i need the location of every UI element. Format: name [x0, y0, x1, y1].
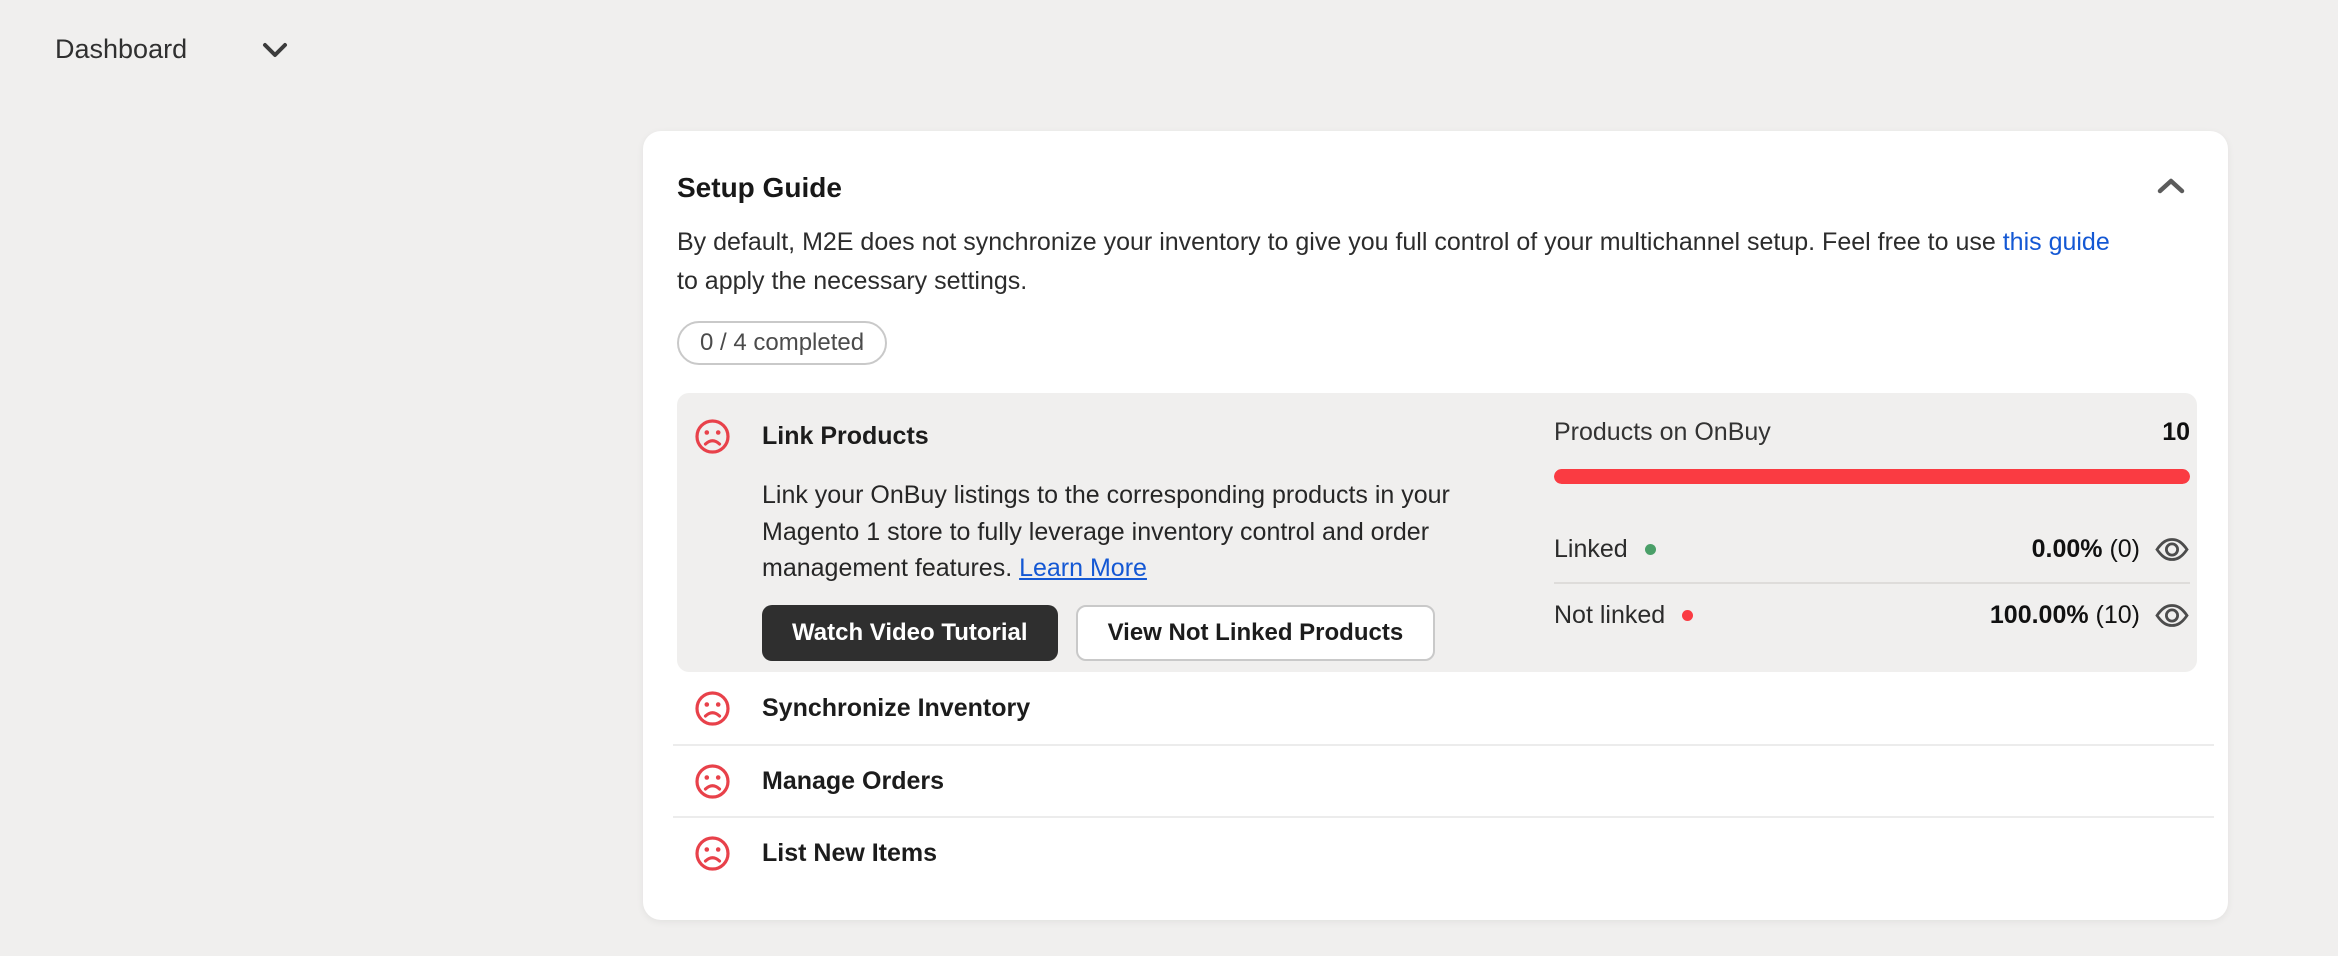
- products-on-onbuy-value: 10: [2162, 418, 2190, 446]
- incomplete-status-icon: [695, 419, 730, 454]
- linked-progress-bar: [1554, 469, 2190, 484]
- task-description-text: Link your OnBuy listings to the correspo…: [762, 481, 1450, 582]
- progress-bar-fill: [1554, 469, 2190, 484]
- setup-guide-intro: By default, M2E does not synchronize you…: [677, 223, 2127, 301]
- collapse-button[interactable]: [2152, 173, 2190, 202]
- incomplete-status-icon: [695, 690, 730, 726]
- incomplete-status-icon: [695, 835, 730, 871]
- view-not-linked-products-button[interactable]: View Not Linked Products: [1075, 605, 1436, 661]
- setup-guide-card: Setup Guide By default, M2E does not syn…: [643, 131, 2228, 920]
- task-row-manage-orders[interactable]: Manage Orders: [673, 744, 2214, 816]
- linked-label: Linked: [1554, 535, 1628, 563]
- not-linked-count: (10): [2088, 601, 2140, 629]
- chevron-down-icon: [263, 42, 288, 57]
- task-title: Link Products: [762, 422, 929, 450]
- task-title: List New Items: [762, 838, 938, 867]
- view-not-linked-eye-icon[interactable]: [2154, 602, 2190, 629]
- task-description: Link your OnBuy listings to the correspo…: [762, 477, 1477, 587]
- linked-stat-row: Linked 0.00% (0): [1554, 517, 2190, 582]
- watch-video-tutorial-button[interactable]: Watch Video Tutorial: [762, 605, 1058, 661]
- task-header[interactable]: Link Products: [694, 418, 929, 455]
- learn-more-link[interactable]: Learn More: [1019, 554, 1147, 582]
- setup-guide-title: Setup Guide: [677, 172, 842, 203]
- chevron-up-icon: [2157, 178, 2185, 194]
- task-title: Synchronize Inventory: [762, 693, 1031, 722]
- view-linked-eye-icon[interactable]: [2154, 536, 2190, 563]
- linked-value: 0.00% (0): [2032, 535, 2140, 564]
- products-on-onbuy-label: Products on OnBuy: [1554, 418, 1771, 446]
- page-title-dropdown[interactable]: Dashboard: [55, 34, 289, 65]
- task-row-synchronize-inventory[interactable]: Synchronize Inventory: [673, 672, 2214, 744]
- this-guide-link[interactable]: this guide: [2002, 228, 2110, 256]
- progress-badge: 0 / 4 completed: [677, 321, 888, 365]
- task-link-products: Link Products Link your OnBuy listings t…: [677, 393, 2197, 672]
- incomplete-status-icon: [695, 763, 730, 799]
- task-row-list-new-items[interactable]: List New Items: [673, 816, 2214, 888]
- task-title: Manage Orders: [762, 766, 945, 795]
- not-linked-value: 100.00% (10): [1990, 601, 2140, 630]
- intro-text-after: to apply the necessary settings.: [677, 267, 1028, 295]
- products-stats-panel: Products on OnBuy 10 Linked 0.00% (0): [1554, 393, 2190, 672]
- linked-percent: 0.00%: [2031, 535, 2103, 563]
- task-list: Synchronize Inventory Manage Orders: [673, 672, 2214, 888]
- linked-status-dot: [1644, 544, 1656, 555]
- not-linked-label: Not linked: [1554, 601, 1666, 629]
- not-linked-status-dot: [1682, 610, 1694, 621]
- linked-count: (0): [2102, 535, 2140, 563]
- not-linked-percent: 100.00%: [1989, 601, 2089, 629]
- intro-text-before: By default, M2E does not synchronize you…: [677, 228, 2003, 256]
- page-title: Dashboard: [55, 34, 188, 64]
- task-buttons: Watch Video Tutorial View Not Linked Pro…: [762, 605, 1436, 661]
- not-linked-stat-row: Not linked 100.00% (10): [1554, 582, 2190, 647]
- products-on-onbuy-row: Products on OnBuy 10: [1554, 418, 2190, 447]
